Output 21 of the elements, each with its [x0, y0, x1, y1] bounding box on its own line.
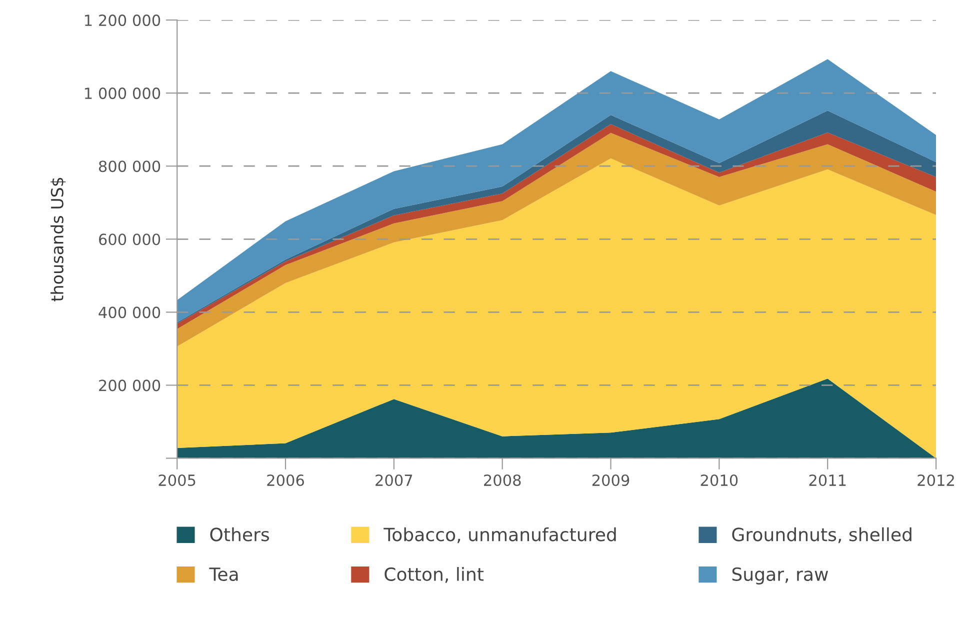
legend-label: Tobacco, unmanufactured — [384, 527, 616, 544]
y-tick-label: 200 000 — [99, 380, 160, 392]
x-tick-label: 2009 — [592, 474, 630, 486]
x-tick-label: 2006 — [267, 474, 304, 486]
x-tick-label: 2010 — [700, 474, 738, 486]
x-tick-label: 2011 — [809, 474, 846, 486]
y-axis-title: thousands US$ — [50, 178, 66, 302]
legend-label: Cotton, lint — [384, 567, 484, 583]
legend-label: Others — [210, 527, 270, 542]
x-tick-label: 2005 — [158, 474, 196, 486]
x-tick-label: 2007 — [376, 474, 412, 486]
y-tick-label: 800 000 — [98, 160, 160, 172]
y-tick-label: 600 000 — [99, 234, 160, 246]
x-tick-label: 2008 — [484, 474, 521, 486]
y-tick-label: 1 000 000 — [85, 88, 160, 100]
y-tick-label: 1 200 000 — [85, 14, 160, 26]
x-tick-label: 2012 — [918, 474, 954, 486]
legend-label: Sugar, raw — [732, 567, 828, 585]
legend-label: Groundnuts, shelled — [732, 527, 912, 544]
y-tick-label: 400 000 — [98, 306, 160, 318]
legend-label: Tea — [209, 568, 238, 582]
